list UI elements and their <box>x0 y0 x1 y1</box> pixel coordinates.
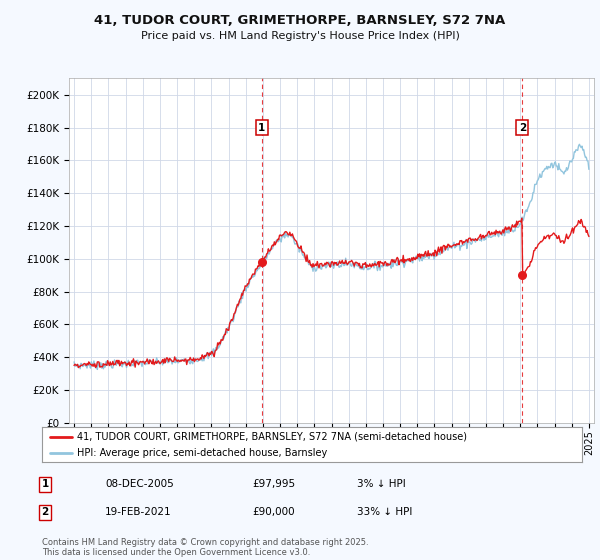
Text: HPI: Average price, semi-detached house, Barnsley: HPI: Average price, semi-detached house,… <box>77 449 328 458</box>
Text: 41, TUDOR COURT, GRIMETHORPE, BARNSLEY, S72 7NA: 41, TUDOR COURT, GRIMETHORPE, BARNSLEY, … <box>94 14 506 27</box>
Text: 1: 1 <box>41 479 49 489</box>
Text: 2: 2 <box>518 123 526 133</box>
Text: 1: 1 <box>258 123 265 133</box>
Text: 41, TUDOR COURT, GRIMETHORPE, BARNSLEY, S72 7NA (semi-detached house): 41, TUDOR COURT, GRIMETHORPE, BARNSLEY, … <box>77 432 467 442</box>
Text: £90,000: £90,000 <box>252 507 295 517</box>
Text: 19-FEB-2021: 19-FEB-2021 <box>105 507 172 517</box>
Text: 08-DEC-2005: 08-DEC-2005 <box>105 479 174 489</box>
Text: 3% ↓ HPI: 3% ↓ HPI <box>357 479 406 489</box>
Text: Contains HM Land Registry data © Crown copyright and database right 2025.
This d: Contains HM Land Registry data © Crown c… <box>42 538 368 557</box>
Text: 2: 2 <box>41 507 49 517</box>
Text: £97,995: £97,995 <box>252 479 295 489</box>
Text: Price paid vs. HM Land Registry's House Price Index (HPI): Price paid vs. HM Land Registry's House … <box>140 31 460 41</box>
Text: 33% ↓ HPI: 33% ↓ HPI <box>357 507 412 517</box>
